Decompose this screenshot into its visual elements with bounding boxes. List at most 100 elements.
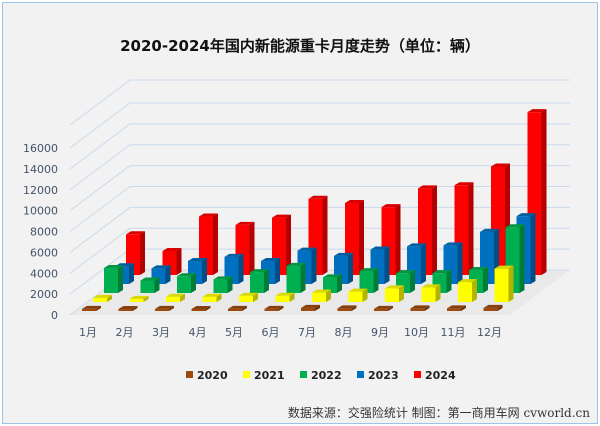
bar-side: [362, 288, 368, 302]
bar-front: [348, 291, 363, 302]
x-tick-label: 10月: [404, 326, 429, 339]
bar-side: [373, 268, 379, 293]
bar-side: [435, 284, 441, 302]
bar-top: [432, 270, 452, 274]
bar-side: [107, 294, 112, 302]
bar-top: [491, 163, 510, 167]
chart-title: 2020-2024年国内新能源重卡月度走势（单位：辆）: [120, 37, 480, 55]
bar-2022-6月: [286, 262, 306, 293]
bar-front: [104, 267, 118, 293]
bar-top: [348, 288, 368, 292]
bar-side: [249, 221, 255, 275]
bar-side: [278, 305, 284, 311]
gridline: [69, 144, 570, 191]
x-tick-label: 7月: [298, 326, 316, 339]
bar-top: [410, 305, 430, 309]
bar-2020-8月: [337, 305, 357, 311]
y-tick-label: 16000: [23, 142, 58, 155]
bar-front: [177, 276, 191, 293]
bar-top: [385, 285, 404, 289]
bar-side: [348, 252, 353, 284]
bar-top: [261, 258, 280, 262]
bar-side: [424, 305, 430, 311]
bar-top: [199, 213, 218, 217]
bar-top: [151, 265, 171, 269]
bar-top: [458, 279, 477, 283]
x-tick-label: 3月: [152, 326, 170, 339]
bar-side: [275, 258, 280, 284]
bar-front: [359, 271, 374, 293]
bar-top: [480, 228, 499, 232]
bar-front: [275, 295, 290, 302]
bar-2021-11月: [458, 279, 477, 302]
bar-2022-3月: [177, 273, 196, 293]
x-tick-label: 9月: [371, 326, 389, 339]
bar-2021-3月: [166, 293, 185, 302]
bar-side: [227, 276, 233, 293]
bar-top: [239, 292, 258, 296]
bar-side: [169, 305, 174, 311]
bar-front: [301, 307, 315, 311]
bar-front: [202, 296, 217, 302]
y-tick-label: 12000: [23, 184, 58, 197]
bar-side: [176, 247, 182, 275]
bar-top: [454, 182, 474, 186]
bar-side: [461, 305, 466, 311]
bar-top: [202, 293, 222, 297]
y-tick-label: 2000: [30, 288, 58, 301]
bar-2022-1月: [104, 264, 123, 293]
bar-side: [300, 262, 306, 293]
bar-2022-4月: [213, 276, 233, 293]
bar-side: [132, 306, 138, 311]
bar-top: [166, 293, 185, 297]
bar-2022-7月: [323, 274, 342, 293]
legend-label-2021: 2021: [254, 369, 285, 382]
bar-top: [418, 185, 437, 189]
bar-top: [447, 305, 466, 309]
bar-side: [289, 292, 295, 302]
bar-side: [326, 289, 331, 302]
bar-front: [213, 279, 228, 293]
bar-2021-8月: [348, 288, 368, 302]
bar-2020-9月: [374, 305, 393, 311]
legend-swatch-2023: [357, 371, 364, 378]
bar-front: [483, 307, 498, 311]
bar-side: [311, 247, 317, 284]
bar-side: [165, 265, 171, 284]
bar-2022-2月: [140, 277, 160, 293]
bar-2022-8月: [359, 268, 379, 293]
bar-front: [140, 280, 155, 293]
bar-side: [143, 295, 149, 302]
bar-top: [421, 284, 441, 288]
bar-top: [374, 305, 393, 309]
bar-2021-12月: [494, 265, 514, 302]
bar-top: [275, 292, 295, 296]
bar-side: [180, 293, 185, 302]
bar-front: [93, 297, 107, 302]
bar-side: [395, 204, 401, 275]
bar-side: [96, 305, 101, 311]
bar-top: [224, 253, 244, 257]
y-tick-label: 8000: [30, 226, 58, 239]
bar-front: [410, 308, 425, 311]
bar-side: [508, 265, 514, 302]
bar-side: [118, 264, 123, 293]
bar-front: [129, 298, 144, 302]
bar-top: [297, 247, 317, 251]
bar-front: [239, 295, 253, 302]
bar-top: [337, 305, 357, 309]
bar-top: [505, 224, 525, 228]
bar-front: [323, 277, 337, 293]
bar-front: [312, 292, 326, 302]
bar-top: [483, 304, 503, 308]
bar-top: [312, 289, 331, 293]
legend-label-2023: 2023: [368, 369, 399, 382]
y-tick-label: 6000: [30, 246, 58, 259]
bar-front: [286, 265, 301, 293]
bar-2020-2月: [118, 306, 138, 311]
bar-top: [82, 305, 101, 309]
x-tick-label: 4月: [189, 326, 207, 339]
bar-top: [213, 276, 233, 280]
bar-2020-6月: [264, 305, 284, 311]
